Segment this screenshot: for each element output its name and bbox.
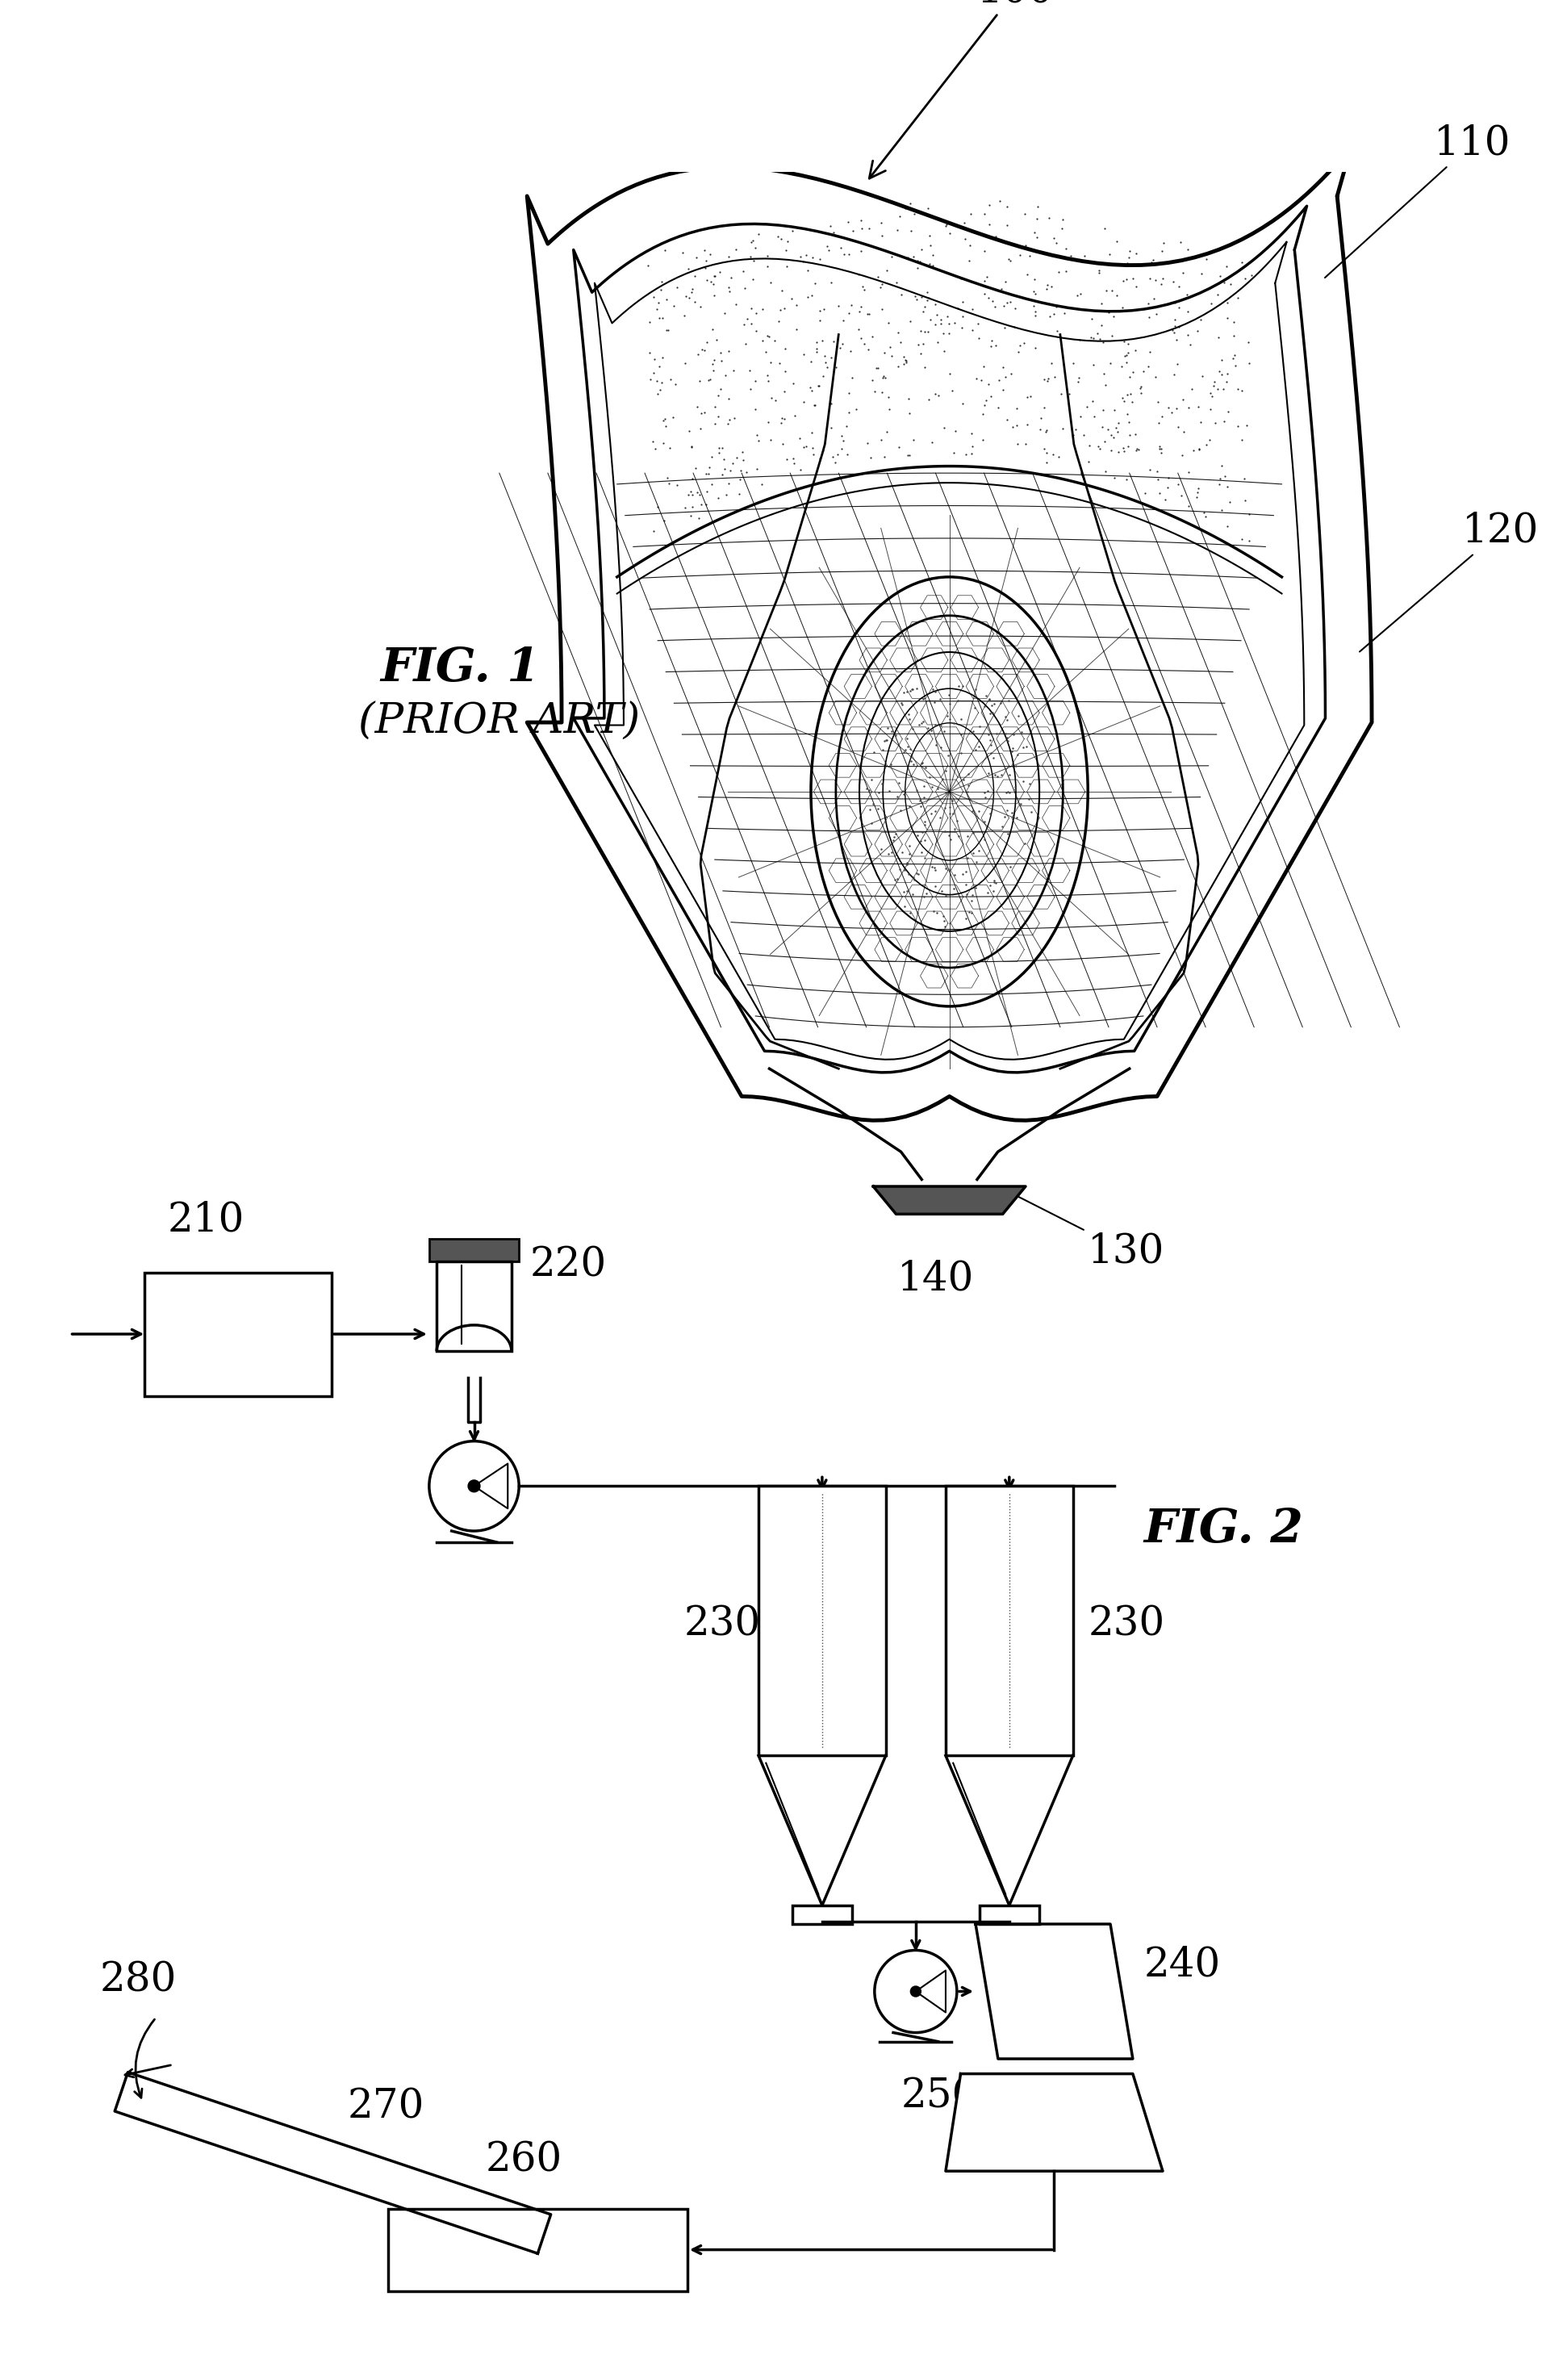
Text: 100: 100 [870, 0, 1055, 178]
Text: 110: 110 [1326, 124, 1511, 278]
Text: 220: 220 [530, 1245, 606, 1285]
Text: FIG. 2: FIG. 2 [1144, 1507, 1304, 1552]
Bar [945, 1485, 1073, 1756]
Text: 230: 230 [683, 1604, 760, 1645]
Polygon shape [873, 1185, 1025, 1214]
Text: 230: 230 [1087, 1604, 1164, 1645]
Polygon shape [976, 1923, 1133, 2059]
Text: 250: 250 [901, 2075, 978, 2116]
Text: 120: 120 [1360, 512, 1539, 652]
Text: 260: 260 [486, 2140, 563, 2180]
Bar [389, 2209, 688, 2292]
Circle shape [910, 1987, 921, 1997]
Polygon shape [945, 2073, 1163, 2171]
Text: 280: 280 [100, 1961, 177, 1999]
Bar [758, 1485, 885, 1756]
Text: 240: 240 [1144, 1944, 1221, 1985]
Bar [437, 1261, 511, 1352]
Text: 140: 140 [896, 1259, 975, 1299]
Bar [144, 1273, 332, 1397]
Text: 270: 270 [348, 2087, 425, 2128]
Text: (PRIOR ART): (PRIOR ART) [357, 702, 639, 743]
Text: 130: 130 [1014, 1195, 1164, 1271]
Bar [979, 1906, 1039, 1923]
Text: FIG. 1: FIG. 1 [381, 645, 541, 690]
Bar [793, 1906, 852, 1923]
Circle shape [469, 1480, 480, 1492]
Text: 210: 210 [168, 1200, 244, 1240]
Bar [429, 1240, 519, 1261]
